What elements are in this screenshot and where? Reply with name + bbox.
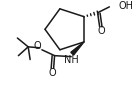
- Polygon shape: [71, 42, 84, 55]
- Text: O: O: [97, 26, 105, 36]
- Text: OH: OH: [118, 1, 133, 11]
- Text: NH: NH: [64, 55, 79, 65]
- Text: O: O: [33, 41, 41, 51]
- Text: O: O: [48, 68, 56, 78]
